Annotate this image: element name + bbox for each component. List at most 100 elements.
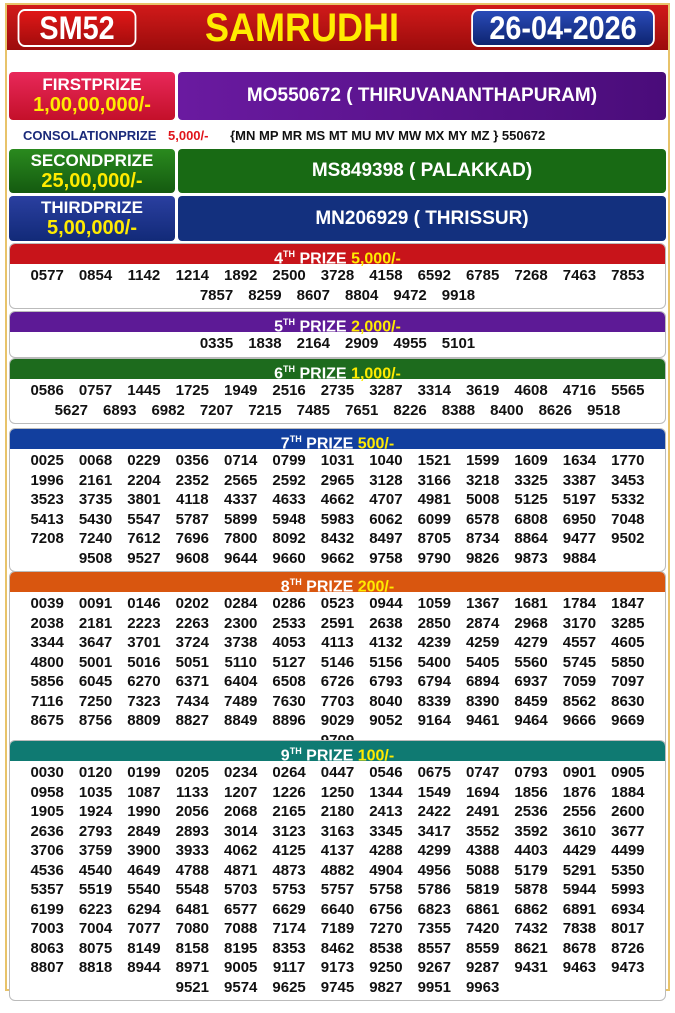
- winning-number: 2038: [30, 614, 64, 632]
- winning-number: 4956: [417, 861, 451, 879]
- winning-number: 1905: [30, 803, 64, 820]
- winning-number: 6891: [562, 900, 597, 918]
- winning-number: 6045: [78, 673, 113, 690]
- winning-number: 3900: [127, 842, 161, 859]
- winning-number: 6950: [562, 510, 597, 528]
- winning-number: 0120: [78, 764, 113, 781]
- prize-amount: 200/-: [357, 578, 395, 596]
- winning-number: 9518: [586, 401, 621, 419]
- winning-number: 8017: [611, 920, 645, 937]
- prize-ordinal: 5: [274, 318, 284, 336]
- winning-number: 0523: [320, 595, 355, 612]
- winning-number: 1226: [272, 783, 306, 801]
- prize-section-5: 5TH PRIZE 2,000/- 0335 1838 2164 2909 4955 510…: [9, 311, 666, 358]
- first-prize-winner: MO550672 ( THIRUVANANTHAPURAM): [178, 72, 666, 120]
- winning-number: 7838: [562, 920, 597, 937]
- winning-number: 4788: [175, 861, 209, 879]
- winning-number: 6592: [417, 267, 451, 284]
- winning-number: 1924: [78, 803, 113, 820]
- winning-number: 6934: [611, 900, 645, 918]
- winning-number: 4882: [320, 861, 355, 879]
- winning-number: 4955: [393, 335, 427, 352]
- winning-number: 7059: [562, 673, 597, 690]
- winning-number: 5540: [127, 881, 161, 898]
- winning-number: 5400: [417, 653, 451, 671]
- winning-number: 2600: [611, 803, 645, 820]
- consolation-amount: 5,000/-: [168, 128, 209, 143]
- winning-number: 2491: [465, 803, 500, 820]
- winning-number: 6508: [272, 673, 306, 690]
- winning-number: 6629: [272, 900, 306, 918]
- winning-number: 1344: [369, 783, 403, 801]
- winning-number: 1681: [514, 595, 548, 612]
- winning-number: 4649: [127, 861, 161, 879]
- winning-number: 8400: [490, 401, 524, 419]
- winning-number: 8559: [465, 939, 500, 957]
- winning-number: 7207: [199, 401, 234, 419]
- winning-number: 0905: [611, 764, 645, 781]
- winning-number: 0793: [514, 764, 548, 781]
- winning-number: 0146: [127, 595, 161, 612]
- winning-number: 2352: [175, 471, 209, 489]
- winning-number: 4499: [611, 842, 645, 859]
- winning-number: 4800: [30, 653, 64, 671]
- winning-number: 2533: [272, 614, 306, 632]
- winning-number: 8388: [441, 401, 476, 419]
- winning-number: 6578: [465, 510, 500, 528]
- winning-number: 9625: [272, 978, 306, 996]
- winning-number: 7003: [30, 920, 64, 937]
- winning-number: 1035: [78, 783, 113, 801]
- first-prize-label: FIRSTPRIZE 1,00,00,000/-: [9, 72, 175, 120]
- winning-number: 0091: [78, 595, 113, 612]
- draw-code: SM52: [17, 9, 137, 47]
- winning-number: 3801: [127, 491, 161, 508]
- winning-number: 6481: [175, 900, 209, 918]
- winning-number: 3453: [611, 471, 645, 489]
- winning-number: 3128: [369, 471, 403, 489]
- winning-number: 7355: [417, 920, 451, 937]
- winning-number: 4288: [369, 842, 403, 859]
- winning-number: 6577: [224, 900, 258, 918]
- winning-number: 3592: [514, 822, 548, 840]
- winning-number: 1133: [176, 783, 209, 801]
- winning-number: 2909: [345, 335, 379, 352]
- winning-number: 4981: [417, 491, 451, 508]
- winning-number: 5819: [465, 881, 500, 898]
- second-prize-title: SECONDPRIZE: [30, 151, 154, 170]
- winning-number: 8040: [369, 692, 403, 710]
- winning-number: 1634: [562, 452, 597, 469]
- winning-number: 9574: [224, 978, 258, 996]
- prize-numbers: 0030 0120 0199 0205 0234 0264 0447 0546 0675 0747…: [23, 763, 653, 997]
- winning-number: 8734: [465, 530, 500, 547]
- prize-section-9: 9TH PRIZE 100/- 0030 0120 0199 0205 0234 0264 0…: [9, 740, 666, 1001]
- winning-number: 4132: [369, 634, 403, 651]
- winning-number: 5146: [320, 653, 355, 671]
- winning-number: 9472: [393, 286, 427, 304]
- winning-number: 3647: [78, 634, 113, 651]
- winning-number: 5179: [514, 861, 548, 879]
- winning-number: 2965: [320, 471, 355, 489]
- winning-number: 7463: [562, 267, 597, 284]
- winning-number: 7208: [30, 530, 64, 547]
- winning-number: 6726: [320, 673, 355, 690]
- prize-numbers: 0039 0091 0146 0202 0284 0286 0523 0944 1059 1367…: [23, 594, 653, 750]
- winning-number: 8075: [78, 939, 113, 957]
- winning-number: 8339: [417, 692, 451, 710]
- winning-number: 8149: [127, 939, 161, 957]
- winning-number: 6937: [514, 673, 548, 690]
- winning-number: 5560: [514, 653, 548, 671]
- winning-number: 6823: [417, 900, 451, 918]
- winning-number: 4557: [562, 634, 597, 651]
- winning-number: 2300: [224, 614, 258, 632]
- winning-number: 9644: [224, 549, 258, 567]
- winning-number: 8092: [272, 530, 306, 547]
- winning-number: 9669: [611, 712, 645, 729]
- winning-number: 2422: [417, 803, 451, 820]
- winning-number: 8944: [127, 959, 161, 976]
- winning-number: 5197: [562, 491, 597, 508]
- winning-number: 1725: [175, 382, 209, 399]
- consolation-label: CONSOLATIONPRIZE: [23, 128, 157, 143]
- prize-ordinal: 6: [274, 365, 284, 383]
- winning-number: 5413: [30, 510, 64, 528]
- winning-number: 0030: [30, 764, 64, 781]
